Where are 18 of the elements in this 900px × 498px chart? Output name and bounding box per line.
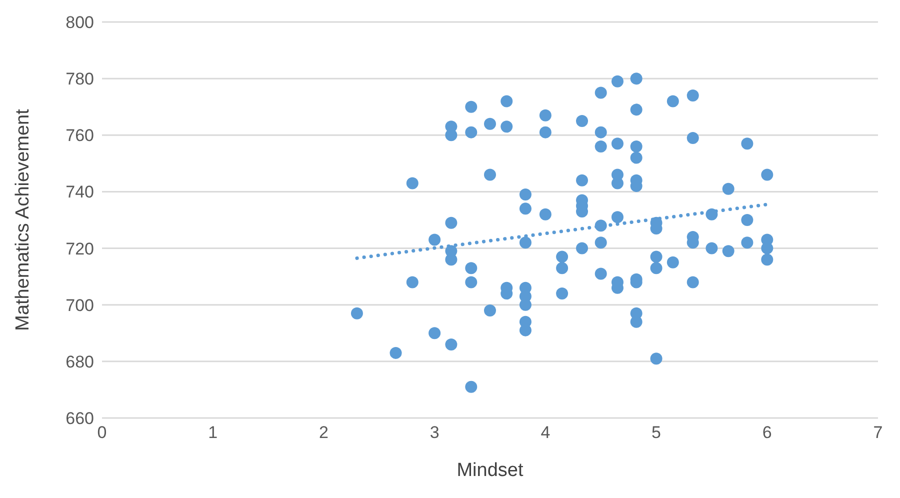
y-tick-label: 780 — [66, 70, 94, 89]
y-tick-label: 800 — [66, 13, 94, 32]
y-axis-title: Mathematics Achievement — [12, 108, 34, 331]
x-tick-label: 1 — [208, 423, 218, 442]
x-tick-label: 3 — [430, 423, 440, 442]
x-tick-label: 6 — [762, 423, 772, 442]
x-tick-label: 5 — [652, 423, 662, 442]
x-tick-label: 2 — [318, 423, 328, 442]
x-tick-label: 7 — [873, 423, 883, 442]
y-tick-label: 680 — [66, 352, 94, 372]
y-tick-label: 760 — [66, 126, 94, 146]
x-tick-label: 0 — [97, 423, 107, 442]
y-tick-label: 700 — [66, 296, 94, 315]
y-tick-label: 660 — [66, 409, 94, 428]
x-axis-title: Mindset — [456, 460, 524, 481]
y-tick-label: 740 — [66, 182, 94, 202]
y-tick-label: 720 — [66, 239, 94, 258]
x-tick-label: 4 — [540, 423, 550, 442]
